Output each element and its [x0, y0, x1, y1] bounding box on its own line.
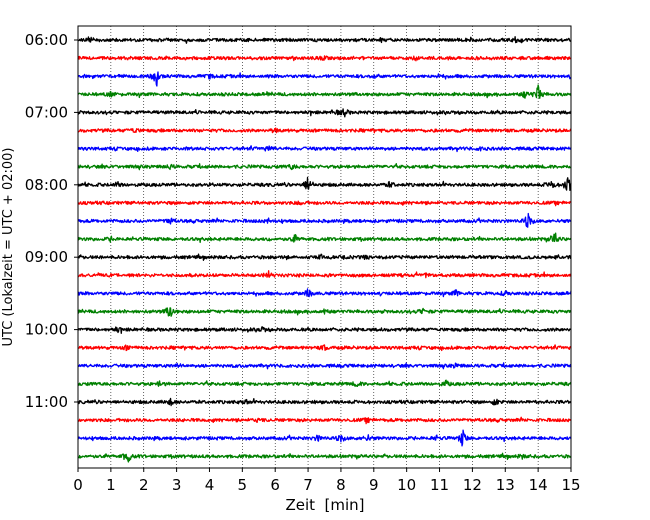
x-tick-label: 5	[238, 476, 248, 494]
x-tick-label: 6	[270, 476, 280, 494]
seismic-trace-1100	[77, 397, 572, 407]
seismic-trace-0715	[77, 127, 572, 134]
x-tick-label: 4	[205, 476, 215, 494]
y-tick-label: 09:00	[25, 248, 68, 266]
seismic-trace-1015	[77, 344, 572, 352]
x-axis-label: Zeit [min]	[285, 496, 364, 514]
seismic-trace-0915	[77, 270, 572, 279]
y-tick-label: 11:00	[25, 393, 68, 411]
x-tick-label: 10	[397, 476, 416, 494]
y-axis-ticks: 06:00 07:00 08:00 09:00 10:00 11:00	[25, 31, 78, 411]
seismic-trace-1045	[77, 379, 572, 388]
x-tick-label: 11	[430, 476, 449, 494]
x-tick-label: 12	[463, 476, 482, 494]
x-tick-label: 3	[172, 476, 182, 494]
y-tick-label: 10:00	[25, 321, 68, 339]
x-tick-label: 0	[73, 476, 83, 494]
seismic-trace-0845	[77, 232, 572, 244]
y-tick-label: 07:00	[25, 103, 68, 121]
y-tick-label: 08:00	[25, 176, 68, 194]
seismic-trace-0815	[77, 200, 572, 207]
seismic-trace-0745	[77, 163, 572, 171]
plot-area-frame	[77, 25, 572, 469]
seismic-trace-0730	[77, 145, 572, 153]
x-tick-label: 9	[369, 476, 379, 494]
seismic-trace-0700	[77, 108, 572, 118]
x-tick-label: 13	[496, 476, 515, 494]
x-tick-label: 1	[106, 476, 116, 494]
seismic-trace-0600	[77, 36, 572, 44]
x-tick-label: 2	[139, 476, 149, 494]
seismic-trace-1030	[77, 362, 572, 370]
seismic-trace-0945	[77, 307, 572, 317]
x-tick-label: 15	[561, 476, 580, 494]
seismic-trace-1115	[77, 416, 572, 425]
y-tick-label: 06:00	[25, 31, 68, 49]
seismic-trace-1000	[77, 326, 572, 334]
x-tick-label: 8	[336, 476, 346, 494]
x-tick-label: 14	[529, 476, 548, 494]
x-axis-ticks: 0 1 2 3 4 5 6 7 8 9 10 11 12 13 14 15	[73, 468, 581, 494]
y-axis-label: UTC (Lokalzeit = UTC + 02:00)	[1, 148, 16, 347]
seismic-traces	[77, 36, 572, 463]
seismic-trace-0615	[77, 55, 572, 62]
seismic-trace-0800	[77, 176, 572, 191]
x-tick-label: 7	[303, 476, 313, 494]
seismic-trace-0630	[77, 71, 572, 87]
seismic-trace-0900	[77, 253, 572, 261]
seismic-trace-1130	[77, 429, 572, 447]
seismic-trace-0930	[77, 288, 572, 298]
seismic-trace-1145	[77, 452, 572, 463]
seismic-trace-0645	[77, 84, 572, 99]
seismic-trace-0830	[77, 212, 572, 228]
